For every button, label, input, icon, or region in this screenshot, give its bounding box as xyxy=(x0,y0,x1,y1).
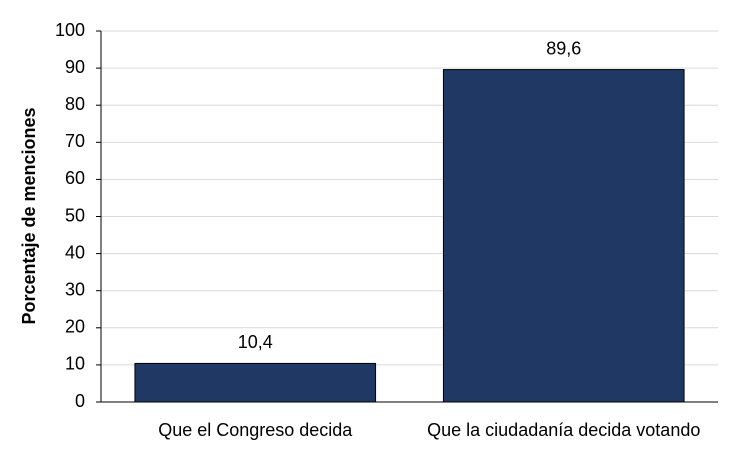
y-tick-label: 40 xyxy=(65,242,85,262)
y-tick-label: 30 xyxy=(65,279,85,299)
value-label: 89,6 xyxy=(546,38,581,58)
y-tick-label: 80 xyxy=(65,94,85,114)
y-tick-label: 100 xyxy=(55,20,85,40)
y-tick-label: 10 xyxy=(65,354,85,374)
y-tick-label: 70 xyxy=(65,131,85,151)
y-tick-label: 20 xyxy=(65,317,85,337)
bar xyxy=(442,69,685,403)
value-label: 10,4 xyxy=(238,332,273,352)
y-axis-label: Porcentaje de menciones xyxy=(19,107,39,324)
y-tick-label: 0 xyxy=(75,391,85,411)
bar xyxy=(134,362,377,403)
x-tick-label: Que la ciudadanía decida votando xyxy=(427,420,700,440)
y-tick-label: 60 xyxy=(65,168,85,188)
y-tick-label: 50 xyxy=(65,205,85,225)
x-tick-label: Que el Congreso decida xyxy=(158,420,353,440)
y-tick-label: 90 xyxy=(65,57,85,77)
